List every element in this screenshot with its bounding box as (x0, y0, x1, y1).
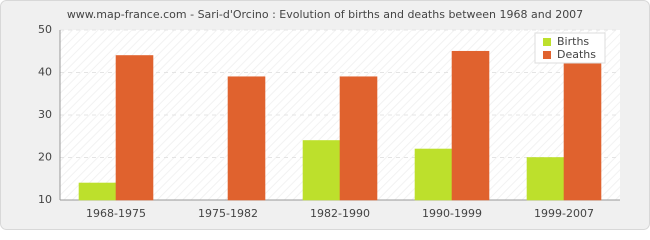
bar (302, 140, 341, 201)
bar (451, 50, 490, 201)
bar (526, 157, 565, 201)
bar (339, 76, 378, 201)
legend-swatch (543, 38, 551, 46)
x-tick-label: 1968-1975 (86, 207, 146, 220)
y-tick-label: 50 (38, 23, 52, 36)
x-tick-label: 1999-2007 (534, 207, 594, 220)
y-tick-label: 30 (38, 108, 52, 121)
legend-label: Births (557, 35, 589, 48)
y-tick-label: 40 (38, 66, 52, 79)
bar (414, 148, 453, 201)
bar (563, 59, 602, 201)
bar (227, 76, 266, 201)
x-tick-label: 1990-1999 (422, 207, 482, 220)
bar (78, 182, 117, 201)
x-tick-label: 1982-1990 (310, 207, 370, 220)
x-tick-label: 1975-1982 (198, 207, 258, 220)
chart-title: www.map-france.com - Sari-d'Orcino : Evo… (67, 8, 583, 21)
bar (115, 55, 154, 201)
chart: www.map-france.com - Sari-d'Orcino : Evo… (0, 0, 650, 230)
y-tick-label: 10 (38, 193, 52, 206)
y-tick-label: 20 (38, 151, 52, 164)
legend-swatch (543, 51, 551, 59)
legend-label: Deaths (557, 48, 596, 61)
